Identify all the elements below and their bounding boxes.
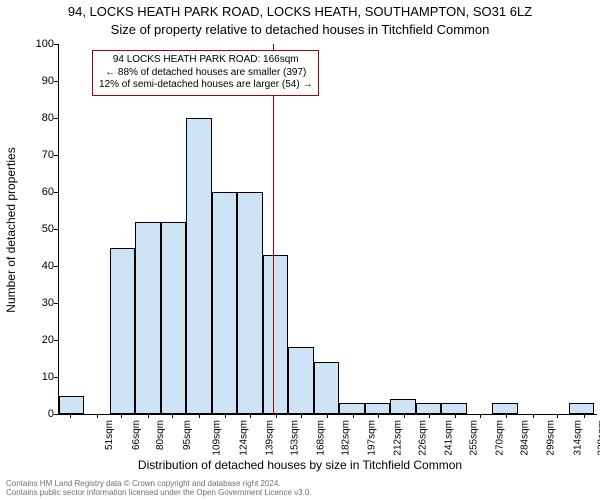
histogram-bar <box>365 403 390 414</box>
histogram-bar <box>186 118 211 414</box>
y-tick-label: 30 <box>14 297 54 309</box>
x-tick-label: 153sqm <box>289 420 300 456</box>
x-tick-label: 255sqm <box>469 420 480 456</box>
y-tick-label: 40 <box>14 260 54 272</box>
y-tick-mark <box>54 192 58 193</box>
x-tick-mark <box>327 414 328 418</box>
histogram-bar <box>110 248 135 415</box>
y-tick-mark <box>54 229 58 230</box>
histogram-bar <box>390 399 415 414</box>
histogram-bar <box>339 403 364 414</box>
x-tick-label: 284sqm <box>520 420 531 456</box>
x-tick-mark <box>250 414 251 418</box>
y-tick-label: 100 <box>14 38 54 50</box>
x-tick-mark <box>199 414 200 418</box>
x-tick-label: 197sqm <box>367 420 378 456</box>
chart-container: 94, LOCKS HEATH PARK ROAD, LOCKS HEATH, … <box>0 0 600 500</box>
y-tick-label: 80 <box>14 112 54 124</box>
x-tick-mark <box>480 414 481 418</box>
histogram-bar <box>569 403 594 414</box>
histogram-bar <box>161 222 186 414</box>
x-axis-label: Distribution of detached houses by size … <box>0 458 600 472</box>
annotation-line: 94 LOCKS HEATH PARK ROAD: 166sqm <box>99 54 312 67</box>
y-tick-label: 10 <box>14 371 54 383</box>
footer-line1: Contains HM Land Registry data © Crown c… <box>6 479 312 489</box>
x-tick-mark <box>584 414 585 418</box>
title-subtitle: Size of property relative to detached ho… <box>0 22 600 37</box>
histogram-bar <box>212 192 237 414</box>
x-tick-label: 212sqm <box>393 420 404 456</box>
y-tick-label: 20 <box>14 334 54 346</box>
x-tick-mark <box>148 414 149 418</box>
y-tick-mark <box>54 414 58 415</box>
y-tick-mark <box>54 303 58 304</box>
x-tick-mark <box>378 414 379 418</box>
x-tick-label: 182sqm <box>340 420 351 456</box>
x-tick-label: 226sqm <box>418 420 429 456</box>
x-tick-mark <box>557 414 558 418</box>
histogram-bar <box>441 403 466 414</box>
histogram-bar <box>288 347 313 414</box>
y-tick-mark <box>54 266 58 267</box>
y-tick-mark <box>54 44 58 45</box>
histogram-bar <box>492 403 517 414</box>
x-tick-mark <box>455 414 456 418</box>
histogram-bar <box>263 255 288 414</box>
x-tick-mark <box>404 414 405 418</box>
histogram-bar <box>314 362 339 414</box>
y-tick-mark <box>54 81 58 82</box>
x-tick-label: 314sqm <box>572 420 583 456</box>
y-tick-mark <box>54 155 58 156</box>
plot-area <box>58 44 597 415</box>
x-tick-label: 109sqm <box>212 420 223 456</box>
annotation-line: 12% of semi-detached houses are larger (… <box>99 79 312 92</box>
x-tick-mark <box>121 414 122 418</box>
y-tick-label: 60 <box>14 186 54 198</box>
y-tick-label: 70 <box>14 149 54 161</box>
x-tick-label: 51sqm <box>104 420 115 450</box>
x-tick-label: 66sqm <box>131 420 142 450</box>
x-tick-mark <box>353 414 354 418</box>
x-tick-label: 95sqm <box>182 420 193 450</box>
y-tick-label: 50 <box>14 223 54 235</box>
x-tick-mark <box>276 414 277 418</box>
footer-attribution: Contains HM Land Registry data © Crown c… <box>6 479 312 498</box>
title-address: 94, LOCKS HEATH PARK ROAD, LOCKS HEATH, … <box>0 4 600 19</box>
y-tick-mark <box>54 377 58 378</box>
x-tick-mark <box>533 414 534 418</box>
x-tick-mark <box>506 414 507 418</box>
x-tick-label: 270sqm <box>495 420 506 456</box>
histogram-bar <box>237 192 262 414</box>
x-tick-mark <box>172 414 173 418</box>
x-tick-label: 80sqm <box>155 420 166 450</box>
x-tick-label: 241sqm <box>444 420 455 456</box>
x-tick-label: 299sqm <box>546 420 557 456</box>
x-tick-mark <box>97 414 98 418</box>
y-tick-label: 0 <box>14 408 54 420</box>
x-tick-label: 124sqm <box>238 420 249 456</box>
annotation-box: 94 LOCKS HEATH PARK ROAD: 166sqm← 88% of… <box>92 50 319 96</box>
reference-line <box>273 44 274 414</box>
histogram-bar <box>416 403 441 414</box>
x-tick-mark <box>429 414 430 418</box>
histogram-bar <box>135 222 160 414</box>
x-tick-mark <box>301 414 302 418</box>
footer-line2: Contains public sector information licen… <box>6 488 312 498</box>
histogram-bar <box>59 396 84 415</box>
x-tick-label: 168sqm <box>316 420 327 456</box>
y-tick-label: 90 <box>14 75 54 87</box>
x-tick-mark <box>225 414 226 418</box>
y-tick-mark <box>54 118 58 119</box>
x-tick-label: 139sqm <box>265 420 276 456</box>
annotation-line: ← 88% of detached houses are smaller (39… <box>99 67 312 80</box>
x-tick-mark <box>70 414 71 418</box>
y-tick-mark <box>54 340 58 341</box>
